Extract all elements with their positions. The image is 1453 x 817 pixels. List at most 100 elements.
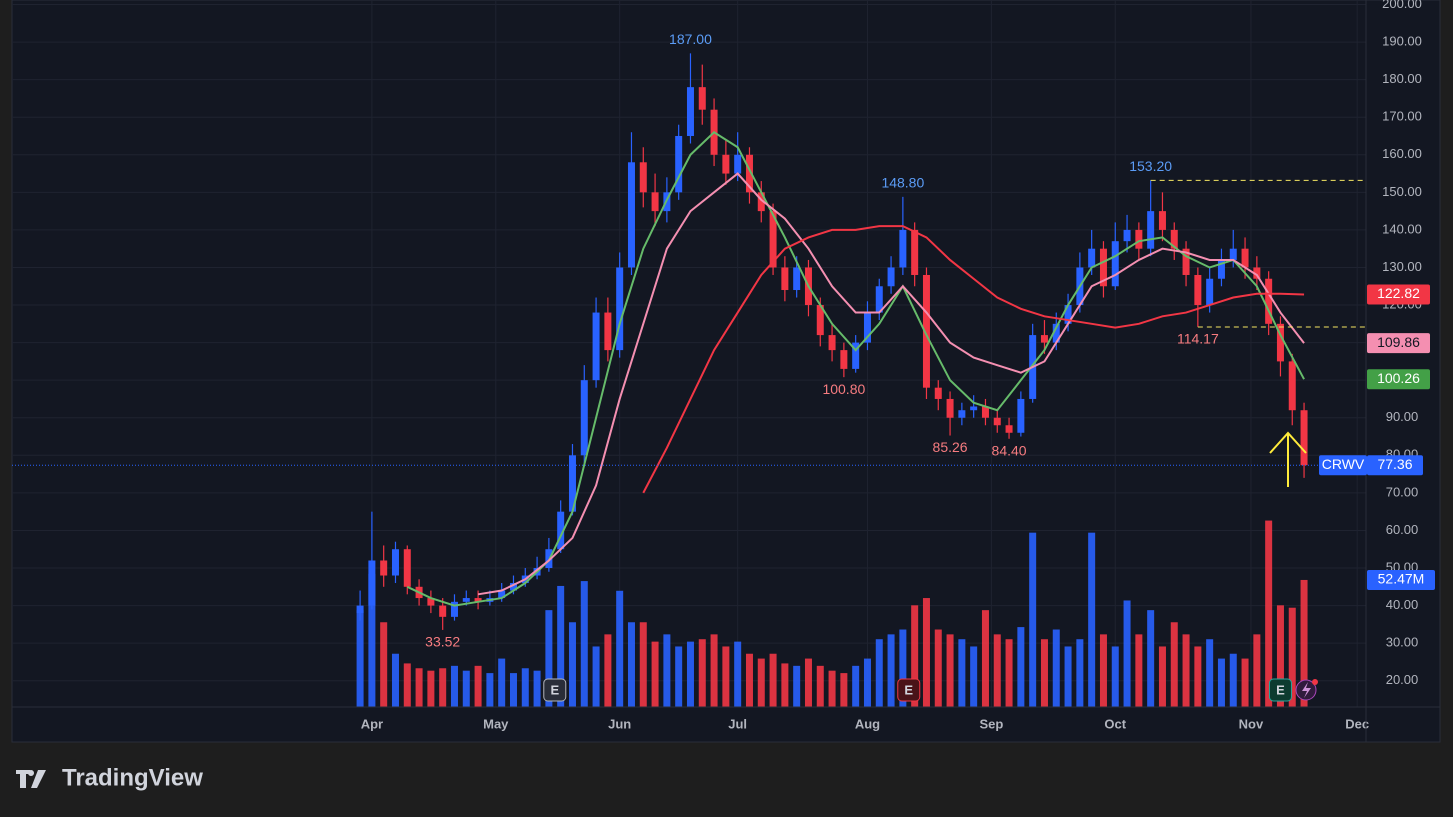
price-annotation: 148.80 xyxy=(881,175,924,191)
volume-bar xyxy=(1241,658,1249,707)
volume-bar xyxy=(521,668,529,707)
volume-bar xyxy=(899,629,907,707)
candle-body xyxy=(1276,323,1284,362)
volume-bar xyxy=(970,646,978,707)
volume-bar xyxy=(686,641,694,707)
volume-bar xyxy=(887,634,895,707)
price-annotation: 84.40 xyxy=(992,442,1027,458)
moving-average-line xyxy=(642,225,1305,494)
candle-body xyxy=(970,406,978,411)
candle-body xyxy=(840,350,848,369)
annotations: 187.00 148.80 153.20 114.17 100.80 85.26 84.40… xyxy=(12,31,1366,702)
price-tag xyxy=(1367,455,1423,476)
volume-bar xyxy=(1052,629,1060,707)
price-tag xyxy=(1367,369,1430,390)
candle-body xyxy=(1017,398,1025,433)
volume-bar xyxy=(734,641,742,707)
candle-body xyxy=(781,267,789,291)
x-tick-label: Nov xyxy=(1239,716,1264,731)
volume-bar xyxy=(627,622,635,707)
price-tag xyxy=(1367,284,1430,305)
volume-bar xyxy=(816,665,824,707)
volume-bar xyxy=(1253,634,1261,707)
candle-body xyxy=(911,229,919,275)
y-tick-label: 150.00 xyxy=(1382,184,1422,199)
candle-body xyxy=(793,267,801,291)
candle-body xyxy=(1241,248,1249,268)
candle-body xyxy=(391,549,399,576)
volume-bar xyxy=(509,673,517,707)
candle-body xyxy=(1135,229,1143,249)
candle-body xyxy=(863,312,871,343)
y-tick-label: 40.00 xyxy=(1386,597,1419,612)
price-annotation: 153.20 xyxy=(1129,158,1172,174)
volume-bar xyxy=(993,634,1001,707)
volume-bar xyxy=(1170,622,1178,707)
volume-bar xyxy=(828,670,836,707)
candle-body xyxy=(1170,229,1178,249)
candle-body xyxy=(1217,259,1225,279)
volume-bar xyxy=(1206,639,1214,707)
volume-bar xyxy=(427,670,435,707)
candle-body xyxy=(887,267,895,287)
candle-body xyxy=(568,455,576,512)
candle-body xyxy=(368,560,376,606)
candle-body xyxy=(1206,278,1214,306)
y-tick-label: 90.00 xyxy=(1386,409,1419,424)
candle-body xyxy=(1229,248,1237,260)
volume-bar xyxy=(1147,610,1155,707)
candle-body xyxy=(1005,425,1013,433)
y-tick-label: 180.00 xyxy=(1382,71,1422,86)
volume-bar xyxy=(450,665,458,707)
volume-bar xyxy=(958,639,966,707)
grid xyxy=(12,0,1366,707)
price-tag xyxy=(1367,333,1430,354)
earnings-label: E xyxy=(550,682,559,697)
candle-body xyxy=(439,605,447,617)
y-tick-label: 30.00 xyxy=(1386,635,1419,650)
candle-body xyxy=(722,154,730,174)
earnings-marker xyxy=(1268,678,1292,702)
candle-body xyxy=(1265,278,1273,324)
x-tick-label: Oct xyxy=(1104,716,1126,731)
volume-bar xyxy=(1111,646,1119,707)
moving-average-line xyxy=(477,172,1305,596)
price-annotation: 187.00 xyxy=(669,31,712,47)
volume-bar xyxy=(1088,532,1096,707)
candle-body xyxy=(380,560,388,576)
y-tick-label: 160.00 xyxy=(1382,146,1422,161)
candle-body xyxy=(557,511,565,550)
volume-bar xyxy=(368,573,376,707)
volume-bar xyxy=(439,668,447,707)
candle-body xyxy=(616,267,624,351)
volume-bar xyxy=(710,634,718,707)
volume-bar xyxy=(604,634,612,707)
candle-body xyxy=(1099,248,1107,287)
volume-bar xyxy=(781,663,789,707)
volume-bar xyxy=(533,670,541,707)
volume-bar xyxy=(946,634,954,707)
volume-bar xyxy=(356,610,364,707)
candle-body xyxy=(1288,361,1296,411)
moving-average-line xyxy=(406,130,1305,607)
volume-bar xyxy=(1029,532,1037,707)
candle-body xyxy=(474,598,482,602)
x-tick-label: Jun xyxy=(608,716,631,731)
volume-bar xyxy=(580,581,588,707)
candle-body xyxy=(498,590,506,599)
volume-bar xyxy=(675,646,683,707)
candle-body xyxy=(757,192,765,212)
x-tick-label: May xyxy=(483,716,509,731)
symbol-label: CRWV xyxy=(1322,456,1365,472)
volume-bar xyxy=(840,673,848,707)
volume-bar xyxy=(698,639,706,707)
y-tick-label: 60.00 xyxy=(1386,522,1419,537)
price-tag xyxy=(1367,569,1435,590)
price-tag-label: 52.47M xyxy=(1378,571,1425,587)
candle-body xyxy=(675,135,683,193)
candle-body xyxy=(627,162,635,268)
candle-body xyxy=(828,335,836,351)
volume-bar xyxy=(498,658,506,707)
volume-bar xyxy=(981,610,989,707)
volume-bar xyxy=(1064,646,1072,707)
